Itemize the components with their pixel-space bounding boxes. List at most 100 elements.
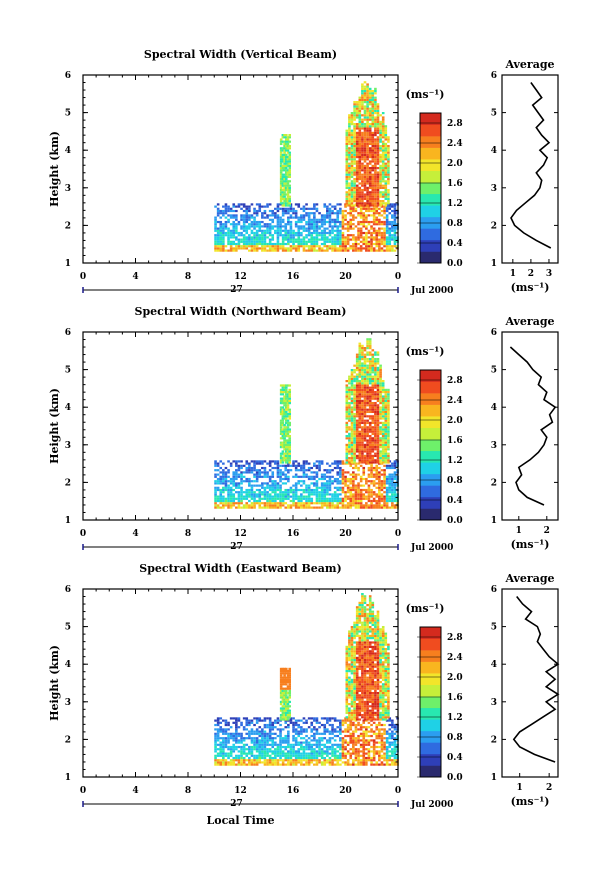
heatmap-cell	[271, 220, 275, 224]
heatmap-cell	[250, 763, 254, 766]
heatmap-cell	[281, 180, 285, 183]
heatmap-cell	[235, 482, 238, 485]
heatmap-cell	[361, 430, 364, 433]
heatmap-cell	[287, 759, 290, 762]
heatmap-cell	[352, 475, 355, 478]
heatmap-cell	[353, 393, 356, 396]
heatmap-cell	[370, 493, 373, 496]
heatmap-cell	[263, 761, 267, 764]
heatmap-cell	[353, 204, 356, 207]
heatmap-cell	[261, 214, 264, 217]
heatmap-cell	[339, 234, 342, 237]
heatmap-cell	[318, 238, 321, 241]
heatmap-cell	[384, 448, 388, 451]
heatmap-cell	[361, 202, 364, 205]
heatmap-cell	[336, 462, 340, 465]
heatmap-cell	[313, 236, 316, 239]
heatmap-cell	[268, 726, 272, 729]
heatmap-cell	[374, 371, 377, 374]
heatmap-cell	[283, 402, 286, 405]
heatmap-cell	[279, 502, 282, 505]
heatmap-cell	[385, 475, 389, 478]
heatmap-cell	[371, 377, 375, 380]
heatmap-cell	[353, 435, 356, 438]
heatmap-cell	[284, 402, 288, 405]
heatmap-cell	[358, 382, 362, 385]
heatmap-cell	[359, 491, 363, 494]
heatmap-cell	[235, 734, 238, 738]
heatmap-cell	[250, 216, 254, 219]
heatmap-cell	[344, 209, 347, 213]
heatmap-cell	[232, 732, 236, 735]
heatmap-cell	[235, 497, 238, 500]
heatmap-cell	[368, 375, 372, 378]
heatmap-cell	[328, 502, 332, 505]
heatmap-cell	[283, 397, 286, 400]
heatmap-cell	[279, 202, 283, 205]
heatmap-cell	[245, 504, 249, 507]
heatmap-cell	[371, 167, 375, 170]
heatmap-cell	[380, 482, 384, 485]
heatmap-cell	[261, 743, 264, 746]
heatmap-cell	[387, 404, 390, 407]
heatmap-cell	[333, 504, 337, 507]
heatmap-cell	[284, 495, 288, 498]
heatmap-cell	[279, 486, 282, 489]
heatmap-cell	[328, 497, 332, 500]
heatmap-cell	[371, 197, 375, 200]
heatmap-cell	[363, 404, 367, 407]
heatmap-cell	[333, 207, 337, 210]
heatmap-cell	[361, 441, 364, 444]
heatmap-cell	[263, 759, 267, 762]
heatmap-cell	[237, 495, 241, 498]
heatmap-cell	[374, 175, 377, 178]
heatmap-cell	[283, 457, 286, 460]
heatmap-cell	[341, 486, 345, 489]
heatmap-cell	[281, 739, 285, 742]
heatmap-cell	[214, 216, 217, 219]
heatmap-cell	[281, 413, 285, 416]
heatmap-cell	[258, 739, 262, 742]
heatmap-cell	[358, 443, 362, 446]
heatmap-cell	[353, 384, 356, 387]
heatmap-cell	[271, 504, 275, 507]
heatmap-cell	[353, 454, 356, 457]
heatmap-cell	[276, 220, 280, 224]
heatmap-cell	[320, 486, 324, 489]
heatmap-cell	[294, 209, 298, 213]
heatmap-cell	[352, 245, 355, 248]
heatmap-cell	[384, 129, 388, 132]
heatmap-cell	[232, 216, 236, 219]
heatmap-cell	[354, 504, 358, 507]
heatmap-cell	[344, 506, 347, 509]
heatmap-cell	[333, 460, 337, 463]
heatmap-cell	[281, 388, 285, 391]
heatmap-cell	[355, 204, 359, 207]
heatmap-cell	[379, 386, 382, 389]
heatmap-cell	[214, 227, 217, 230]
heatmap-cell	[376, 145, 380, 148]
heatmap-cell	[361, 184, 364, 187]
heatmap-cell	[250, 229, 254, 232]
heatmap-cell	[355, 424, 359, 427]
heatmap-cell	[355, 369, 359, 372]
heatmap-cell	[276, 504, 280, 507]
heatmap-cell	[352, 482, 355, 485]
colorbar-segment	[420, 508, 441, 521]
heatmap-cell	[345, 200, 349, 203]
heatmap-cell	[289, 207, 293, 210]
heatmap-cell	[305, 473, 308, 476]
colorbar-label: 0.8	[447, 476, 463, 486]
heatmap-cell	[349, 502, 353, 505]
heatmap-cell	[387, 153, 390, 156]
heatmap-cell	[367, 480, 371, 483]
heatmap-cell	[355, 360, 359, 363]
heatmap-cell	[297, 506, 301, 509]
heatmap-cell	[361, 96, 364, 99]
heatmap-cell	[214, 464, 217, 467]
heatmap-cell	[374, 421, 377, 424]
heatmap-cell	[307, 234, 311, 237]
heatmap-cell	[283, 186, 286, 189]
heatmap-cell	[366, 140, 369, 143]
heatmap-cell	[379, 114, 382, 117]
